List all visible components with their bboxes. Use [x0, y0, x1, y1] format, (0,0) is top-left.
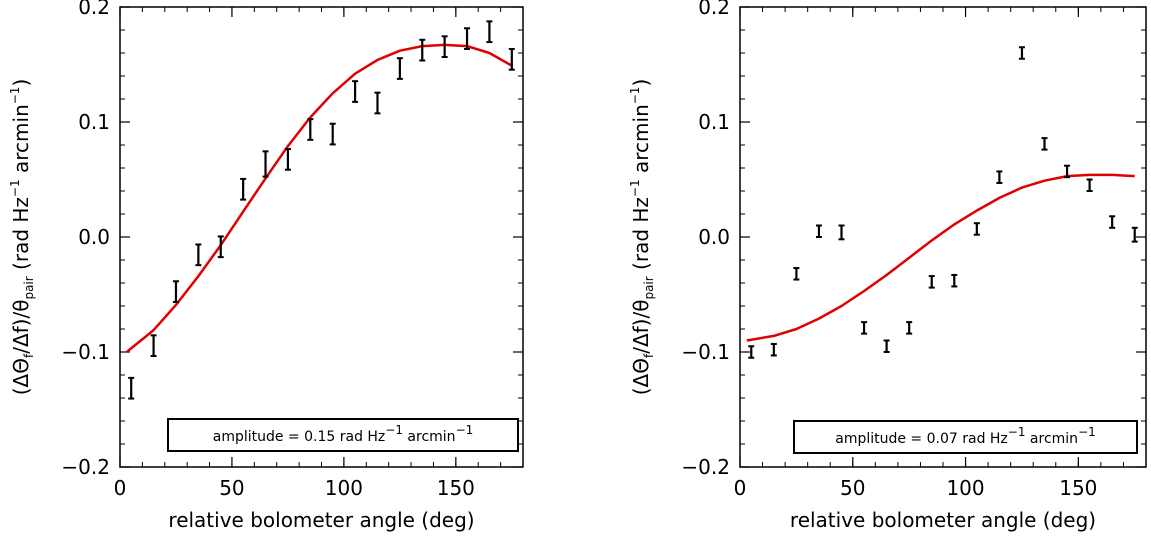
error-bar: [217, 235, 224, 259]
y-axis-title: (ΔΘf/Δf)/θpair (rad Hz−1 arcmin−1): [628, 79, 656, 396]
x-tick-label: 0: [114, 476, 127, 500]
error-bar: [284, 148, 291, 171]
error-bar: [1109, 215, 1116, 229]
left-panel: 0 50 100 150 −0.2 −0.1 0.0 0.1 0.2 relative bolom…: [8, 0, 524, 532]
right-panel: 0 50 100 150 −0.2 −0.1 0.0 0.1 0.2 relative bolom…: [628, 0, 1147, 532]
error-bar: [906, 321, 913, 335]
error-bar: [1064, 164, 1071, 179]
error-bar: [128, 376, 135, 400]
x-axis-title: relative bolometer angle (deg): [168, 508, 474, 532]
error-bar: [973, 222, 980, 236]
error-bar: [150, 334, 157, 358]
error-bar: [928, 275, 935, 289]
error-bar: [352, 80, 359, 103]
fit-curve: [125, 43, 513, 353]
error-bar: [396, 57, 403, 80]
error-bar: [240, 177, 247, 201]
plot-frame: [119, 6, 524, 468]
error-bar: [419, 38, 426, 62]
error-bar: [793, 267, 800, 281]
error-bar: [861, 321, 868, 335]
error-bar: [486, 20, 493, 44]
error-bar: [1131, 226, 1138, 243]
x-axis-title: relative bolometer angle (deg): [790, 508, 1096, 532]
error-bar: [464, 27, 471, 50]
amplitude-box: [167, 418, 519, 452]
y-tick-label: −0.2: [681, 455, 730, 479]
error-bar: [307, 118, 314, 141]
y-tick-label: 0.0: [78, 225, 110, 249]
plot-frame: [739, 6, 1147, 468]
error-bar: [770, 342, 777, 357]
error-bar: [951, 273, 958, 288]
error-bar: [748, 345, 755, 359]
error-bar: [838, 224, 845, 241]
amplitude-box: [793, 420, 1138, 454]
x-tick-label: 0: [734, 476, 747, 500]
x-tick-label: 100: [325, 476, 363, 500]
error-bar: [172, 280, 179, 303]
error-bar: [1086, 178, 1093, 192]
y-tick-label: −0.1: [681, 340, 730, 364]
error-bar: [996, 170, 1003, 184]
y-tick-label: −0.2: [61, 455, 110, 479]
error-bar: [508, 47, 515, 71]
error-bar: [815, 224, 822, 238]
x-tick-label: 50: [840, 476, 865, 500]
y-tick-label: 0.2: [78, 0, 110, 19]
y-tick-label: 0.0: [698, 225, 730, 249]
fit-curve: [746, 173, 1135, 342]
error-bar: [1041, 137, 1048, 151]
x-tick-label: 150: [437, 476, 475, 500]
amplitude-label: amplitude = 0.15 rad Hz−1 arcmin−1: [213, 423, 474, 445]
amplitude-label: amplitude = 0.07 rad Hz−1 arcmin−1: [835, 425, 1096, 447]
error-bar: [441, 35, 448, 59]
error-bar: [374, 91, 381, 115]
x-tick-label: 150: [1059, 476, 1097, 500]
error-bar: [329, 122, 336, 146]
y-tick-label: 0.2: [698, 0, 730, 19]
y-tick-label: −0.1: [61, 340, 110, 364]
y-axis-title: (ΔΘf/Δf)/θpair (rad Hz−1 arcmin−1): [8, 79, 36, 396]
x-tick-label: 100: [946, 476, 984, 500]
error-bar: [195, 243, 202, 267]
x-tick-label: 50: [219, 476, 244, 500]
y-tick-label: 0.1: [78, 110, 110, 134]
y-tick-label: 0.1: [698, 110, 730, 134]
error-bar: [1018, 46, 1025, 60]
error-bar: [883, 339, 890, 353]
error-bar: [262, 150, 269, 178]
